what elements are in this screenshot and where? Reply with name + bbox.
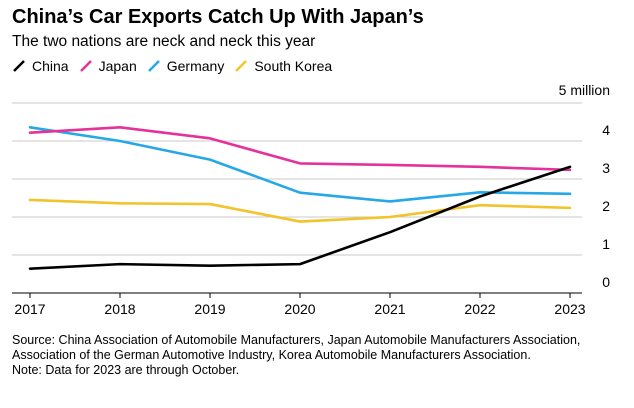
chart-footer: Source: China Association of Automobile …	[12, 333, 616, 378]
x-tick-label: 2018	[104, 301, 135, 317]
y-axis-unit-label: 5 million	[558, 82, 610, 98]
legend-label: Japan	[98, 58, 137, 74]
x-tick-label: 2023	[554, 301, 585, 317]
legend-label: China	[32, 58, 69, 74]
x-tick-label: 2017	[14, 301, 45, 317]
line-chart: 0 1 2 3 4 2017 2018 2019 2020 2021 2022 2023	[12, 102, 610, 317]
data-note: Note: Data for 2023 are through October.	[12, 363, 240, 377]
x-tick-label: 2021	[374, 301, 405, 317]
y-tick-label: 2	[602, 198, 610, 214]
legend-label: South Korea	[254, 58, 333, 74]
legend-item-germany: Germany	[147, 58, 225, 74]
legend-swatch	[13, 60, 25, 72]
x-tick-label: 2019	[194, 301, 225, 317]
legend-swatch	[79, 60, 92, 72]
source-note: Source: China Association of Automobile …	[12, 333, 581, 362]
y-tick-label: 3	[602, 160, 610, 176]
legend-item-south-korea: South Korea	[234, 58, 332, 74]
legend-label: Germany	[166, 58, 225, 74]
y-tick-label: 0	[602, 274, 610, 290]
legend-swatch	[147, 60, 160, 72]
legend-item-china: China	[12, 58, 69, 74]
series-line-germany	[28, 126, 572, 203]
legend-swatch	[235, 60, 248, 72]
series-line-china	[28, 165, 572, 270]
chart-legend: China Japan Germany South Korea	[12, 58, 342, 74]
y-tick-label: 4	[602, 122, 610, 138]
y-tick-label: 1	[602, 236, 610, 252]
series-line-south-korea	[28, 198, 572, 223]
series-line-japan	[28, 126, 572, 172]
x-tick-label: 2022	[464, 301, 495, 317]
x-tick-label: 2020	[284, 301, 315, 317]
legend-item-japan: Japan	[79, 58, 137, 74]
chart-subtitle: The two nations are neck and neck this y…	[12, 33, 316, 50]
chart-title: China’s Car Exports Catch Up With Japan’…	[12, 6, 424, 28]
